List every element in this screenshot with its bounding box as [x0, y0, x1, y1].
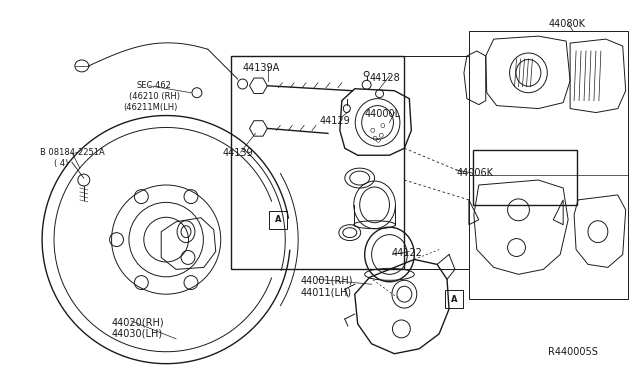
Text: 44000L: 44000L: [365, 109, 401, 119]
Text: 44011(LH): 44011(LH): [300, 287, 351, 297]
Text: 44006K: 44006K: [457, 168, 494, 178]
Text: A: A: [451, 295, 457, 304]
Text: SEC.462: SEC.462: [136, 81, 172, 90]
Text: 44139: 44139: [223, 148, 253, 158]
Text: 44122: 44122: [392, 247, 422, 257]
Text: 44129: 44129: [320, 116, 351, 125]
Text: 44080K: 44080K: [548, 19, 586, 29]
Text: 44020(RH): 44020(RH): [111, 317, 164, 327]
Bar: [469, 31, 628, 299]
Text: A: A: [275, 215, 282, 224]
Text: R440005S: R440005S: [548, 347, 598, 357]
Bar: [445, 290, 463, 308]
Text: 44001(RH): 44001(RH): [300, 275, 353, 285]
Bar: [230, 56, 404, 269]
Text: 44030(LH): 44030(LH): [111, 329, 163, 339]
Text: (46211M(LH): (46211M(LH): [124, 103, 178, 112]
Text: ( 4): ( 4): [54, 159, 68, 168]
Text: 44128: 44128: [370, 73, 401, 83]
Text: (46210 (RH): (46210 (RH): [129, 92, 180, 101]
Bar: [473, 150, 577, 205]
Text: 44139A: 44139A: [243, 63, 280, 73]
Bar: [269, 211, 287, 229]
Text: B 08184-2251A: B 08184-2251A: [40, 148, 105, 157]
